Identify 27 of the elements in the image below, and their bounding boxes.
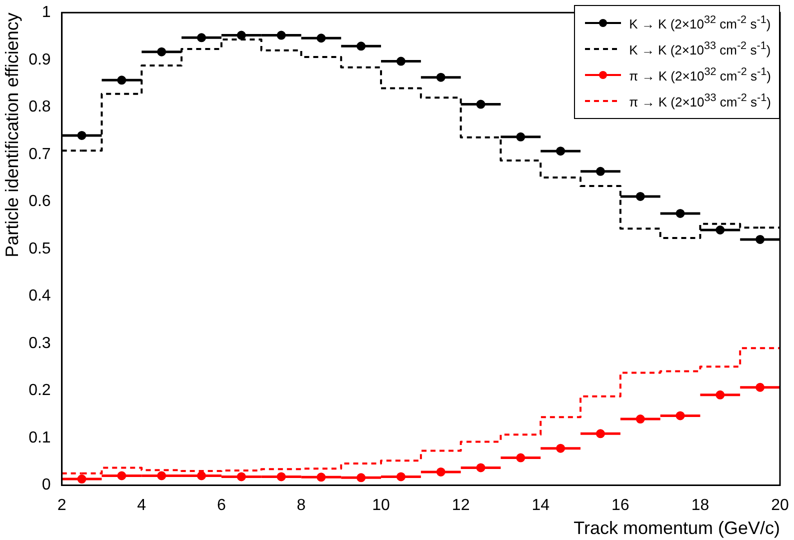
x-tick-label: 4 — [137, 497, 146, 514]
y-tick-label: 0.2 — [28, 382, 51, 400]
y-tick-label: 1 — [42, 4, 51, 22]
y-tick-label: 0.8 — [28, 98, 51, 116]
y-tick-label: 0 — [42, 476, 51, 494]
y-tick-label: 0.7 — [28, 146, 51, 163]
legend-label: π → K (2×10$^{33}$ cm$^{-2}$ s$^{-1}$) — [629, 92, 771, 110]
x-tick-label: 6 — [216, 497, 226, 514]
x-tick-label: 20 — [771, 497, 789, 514]
x-tick-label: 8 — [296, 497, 306, 514]
x-tick-label: 18 — [691, 497, 710, 514]
y-tick-label: 0.6 — [28, 193, 51, 210]
x-axis-title: Track momentum (GeV/c) — [574, 518, 780, 538]
legend-label: K → K (2×10$^{32}$ cm$^{-2}$ s$^{-1}$) — [629, 14, 771, 32]
legend-label: K → K (2×10$^{33}$ cm$^{-2}$ s$^{-1}$) — [629, 40, 771, 58]
x-tick-label: 14 — [532, 497, 550, 514]
y-tick-label: 0.3 — [28, 334, 51, 352]
x-tick-label: 2 — [57, 497, 66, 514]
x-tick-label: 12 — [452, 497, 470, 514]
y-tick-label: 0.4 — [28, 288, 51, 305]
x-tick-label: 10 — [372, 497, 390, 514]
legend-label: π → K (2×10$^{32}$ cm$^{-2}$ s$^{-1}$) — [629, 66, 771, 84]
y-axis-title: Particle identification efficiency — [2, 12, 22, 258]
y-tick-label: 0.9 — [28, 51, 51, 68]
y-tick-label: 0.5 — [28, 240, 51, 258]
x-tick-label: 16 — [612, 497, 630, 514]
y-tick-label: 0.1 — [28, 429, 51, 446]
